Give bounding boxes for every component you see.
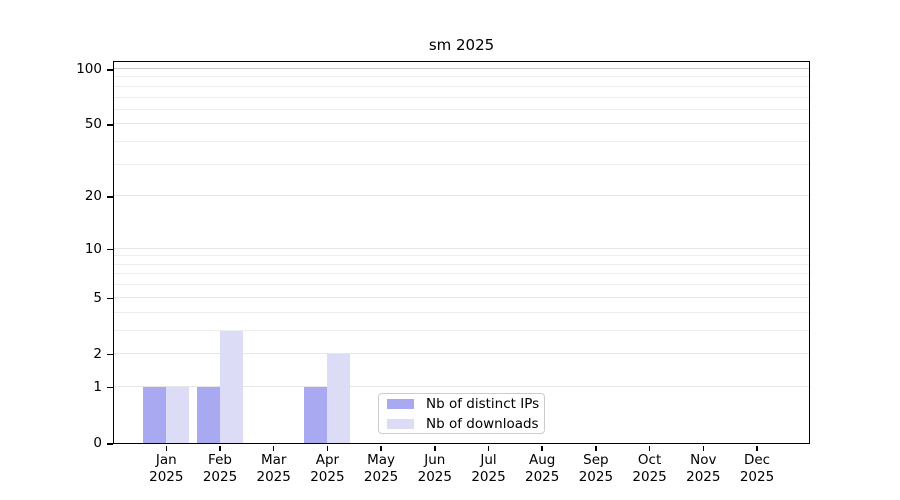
bar-nb-of-distinct-ips — [196, 386, 220, 443]
minor-gridline — [114, 263, 809, 265]
y-tick-label: 2 — [93, 345, 102, 362]
y-tick-label: 20 — [84, 188, 102, 205]
legend-swatch-downloads — [387, 418, 414, 429]
legend-label: Nb of distinct IPs — [426, 395, 540, 412]
major-gridline — [114, 296, 809, 298]
x-tick-mark — [702, 445, 705, 451]
major-gridline — [114, 385, 809, 387]
x-tick-month: Aug — [529, 452, 556, 468]
x-tick-mark — [165, 445, 168, 451]
y-tick-mark — [106, 124, 113, 126]
x-tick-label: Jul 2025 — [449, 452, 529, 486]
y-tick-mark — [106, 248, 113, 251]
bar-nb-of-downloads — [165, 386, 189, 443]
x-tick-mark — [219, 445, 221, 451]
x-tick-label: Nov 2025 — [663, 452, 743, 486]
x-tick-year: 2025 — [417, 469, 452, 485]
minor-gridline — [114, 163, 809, 165]
x-tick-year: 2025 — [149, 469, 184, 485]
y-tick-mark — [106, 69, 113, 71]
x-tick-mark — [595, 445, 597, 451]
y-tick-mark — [106, 386, 113, 389]
y-tick-label: 5 — [93, 289, 102, 306]
minor-gridline — [114, 108, 809, 110]
legend: Nb of distinct IPs Nb of downloads — [378, 393, 545, 434]
x-tick-label: Oct 2025 — [610, 452, 690, 486]
y-tick-label: 100 — [76, 61, 102, 77]
minor-gridline — [114, 255, 809, 257]
chart-title: sm 2025 — [428, 36, 495, 54]
major-gridline — [114, 195, 809, 197]
x-tick-mark — [272, 445, 275, 451]
legend-item: Nb of distinct IPs — [387, 396, 544, 412]
major-gridline — [114, 247, 809, 249]
x-tick-label: Apr 2025 — [287, 452, 367, 486]
x-tick-mark — [487, 445, 490, 451]
y-tick-label: 10 — [84, 240, 102, 257]
x-tick-year: 2025 — [363, 469, 399, 485]
x-tick-year: 2025 — [632, 469, 667, 485]
x-tick-year: 2025 — [256, 469, 291, 485]
x-tick-month: Jan — [155, 452, 177, 468]
x-tick-label: Mar 2025 — [234, 452, 314, 486]
x-tick-label: Jun 2025 — [395, 452, 475, 486]
y-tick-label: 50 — [84, 116, 102, 133]
x-tick-year: 2025 — [578, 469, 614, 485]
x-tick-label: Sep 2025 — [556, 452, 636, 486]
y-tick-label: 1 — [93, 378, 102, 395]
x-tick-mark — [380, 445, 382, 451]
minor-gridline — [114, 96, 809, 98]
x-tick-label: Dec 2025 — [717, 452, 797, 486]
minor-gridline — [114, 273, 809, 275]
x-tick-month: Oct — [637, 452, 662, 468]
legend-swatch-distinct-ips — [387, 398, 414, 409]
minor-gridline — [114, 85, 809, 87]
x-tick-label: May 2025 — [341, 452, 421, 486]
minor-gridline — [114, 284, 809, 286]
y-tick-mark — [106, 443, 113, 445]
legend-item: Nb of downloads — [387, 416, 544, 432]
minor-gridline — [114, 329, 809, 331]
x-tick-mark — [756, 445, 758, 451]
minor-gridline — [114, 76, 809, 78]
x-tick-mark — [434, 445, 436, 451]
x-tick-month: Apr — [315, 452, 340, 468]
x-tick-month: Sep — [583, 452, 609, 468]
x-tick-month: Feb — [208, 452, 232, 468]
major-gridline — [114, 123, 809, 125]
x-tick-year: 2025 — [471, 469, 506, 485]
minor-gridline — [114, 311, 809, 313]
y-tick-label: 0 — [93, 435, 102, 451]
x-tick-month: Dec — [743, 452, 771, 468]
x-tick-year: 2025 — [202, 469, 238, 485]
x-tick-year: 2025 — [686, 469, 721, 485]
x-tick-year: 2025 — [525, 469, 560, 485]
plot-area — [113, 61, 810, 444]
x-tick-month: May — [367, 452, 396, 468]
x-tick-label: Jan 2025 — [126, 452, 206, 486]
x-tick-mark — [541, 445, 543, 451]
x-tick-mark — [326, 445, 329, 451]
bar-nb-of-downloads — [326, 353, 350, 443]
x-tick-month: Nov — [690, 452, 717, 468]
bar-nb-of-distinct-ips — [142, 386, 166, 443]
minor-gridline — [114, 141, 809, 143]
bar-nb-of-distinct-ips — [303, 386, 327, 443]
x-tick-year: 2025 — [739, 469, 775, 485]
x-tick-month: Jun — [424, 452, 446, 468]
y-tick-mark — [106, 196, 113, 198]
bar-nb-of-downloads — [219, 330, 243, 443]
y-tick-mark — [106, 353, 113, 356]
legend-label: Nb of downloads — [426, 415, 539, 432]
x-tick-mark — [648, 445, 651, 451]
major-gridline — [114, 352, 809, 354]
x-tick-year: 2025 — [310, 469, 345, 485]
y-tick-mark — [106, 297, 113, 300]
x-tick-month: Jul — [480, 452, 497, 468]
x-tick-month: Mar — [260, 452, 287, 468]
x-tick-label: Aug 2025 — [502, 452, 582, 486]
major-gridline — [114, 68, 809, 69]
x-tick-label: Feb 2025 — [180, 452, 260, 486]
